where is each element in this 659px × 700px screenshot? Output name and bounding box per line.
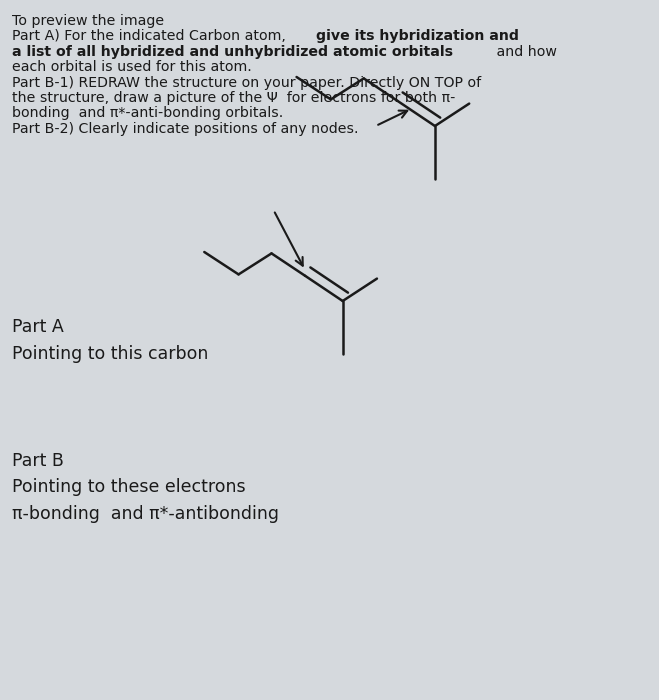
Text: Part B-1) REDRAW the structure on your paper. Directly ON TOP of: Part B-1) REDRAW the structure on your p… [12,76,481,90]
Text: To preview the image: To preview the image [12,14,169,28]
Text: and how: and how [492,45,556,59]
Text: bonding  and π*-anti-bonding orbitals.: bonding and π*-anti-bonding orbitals. [12,106,283,120]
Text: Pointing to these electrons: Pointing to these electrons [12,478,246,496]
Text: Part A) For the indicated Carbon atom,: Part A) For the indicated Carbon atom, [12,29,290,43]
Text: a list of all hybridized and unhybridized atomic orbitals: a list of all hybridized and unhybridize… [12,45,453,59]
Text: Part A: Part A [12,318,64,337]
Text: each orbital is used for this atom.: each orbital is used for this atom. [12,60,252,74]
Text: Pointing to this carbon: Pointing to this carbon [12,345,208,363]
Text: the structure, draw a picture of the Ψ  for electrons for both π-: the structure, draw a picture of the Ψ f… [12,91,455,105]
Text: give its hybridization and: give its hybridization and [316,29,519,43]
Text: Part B-2) Clearly indicate positions of any nodes.: Part B-2) Clearly indicate positions of … [12,122,358,136]
Text: π-bonding  and π*-antibonding: π-bonding and π*-antibonding [12,505,279,523]
Text: Part B: Part B [12,452,64,470]
